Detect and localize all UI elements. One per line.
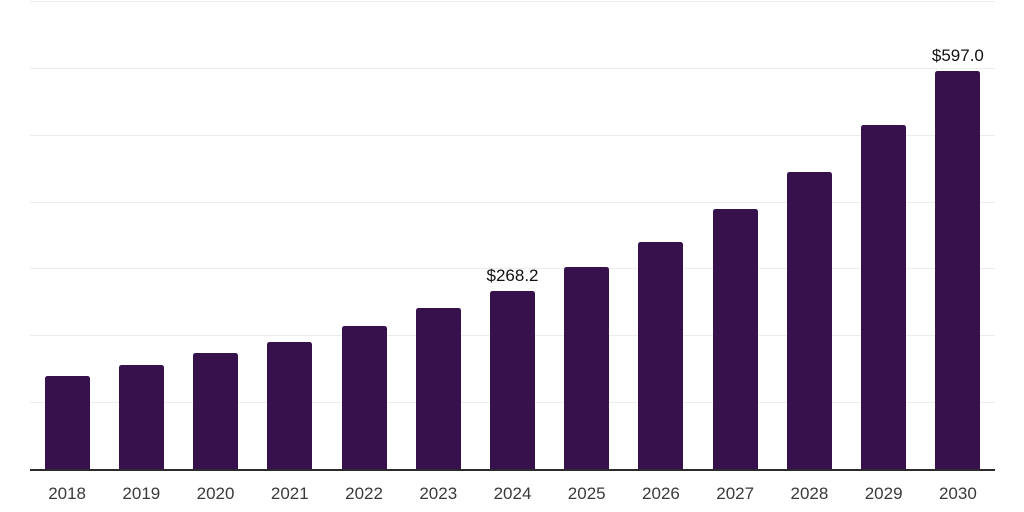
bar-2021 bbox=[267, 341, 313, 470]
bar-2022 bbox=[341, 325, 387, 470]
x-tick-label-2025: 2025 bbox=[567, 484, 606, 503]
x-tick-label-2030: 2030 bbox=[938, 484, 977, 503]
x-tick-label-2028: 2028 bbox=[790, 484, 829, 503]
plot-area: $268.2 $597.0 bbox=[30, 1, 995, 470]
x-tick-label-2020: 2020 bbox=[196, 484, 235, 503]
bar-2023 bbox=[415, 307, 461, 470]
bar-2027 bbox=[712, 209, 758, 470]
x-tick-label-2027: 2027 bbox=[716, 484, 755, 503]
gridline bbox=[30, 134, 995, 136]
x-tick-label-2022: 2022 bbox=[345, 484, 383, 503]
bar-2025 bbox=[564, 267, 610, 470]
bar-value-label-2024: $268.2 bbox=[486, 265, 539, 285]
bar-2019 bbox=[118, 364, 164, 470]
bar-value-label-2030: $597.0 bbox=[931, 45, 984, 65]
gridline bbox=[30, 201, 995, 203]
bar-2030 bbox=[935, 70, 981, 470]
gridline bbox=[30, 67, 995, 69]
x-tick-label-2026: 2026 bbox=[642, 484, 680, 503]
gridline bbox=[30, 268, 995, 270]
x-tick-label-2024: 2024 bbox=[493, 484, 532, 503]
bar-2028 bbox=[786, 171, 832, 470]
x-tick-label-2023: 2023 bbox=[419, 484, 458, 503]
x-tick-label-2018: 2018 bbox=[48, 484, 87, 503]
bar-2024 bbox=[490, 290, 535, 470]
x-axis-line bbox=[30, 469, 995, 471]
x-tick-label-2019: 2019 bbox=[122, 484, 161, 503]
x-tick-label-2021: 2021 bbox=[270, 484, 309, 503]
bar-2029 bbox=[861, 125, 907, 470]
bar-2026 bbox=[638, 241, 684, 470]
bar-2018 bbox=[44, 375, 90, 470]
x-tick-label-2029: 2029 bbox=[864, 484, 903, 503]
bar-2020 bbox=[193, 352, 239, 470]
gridline bbox=[30, 1, 995, 2]
